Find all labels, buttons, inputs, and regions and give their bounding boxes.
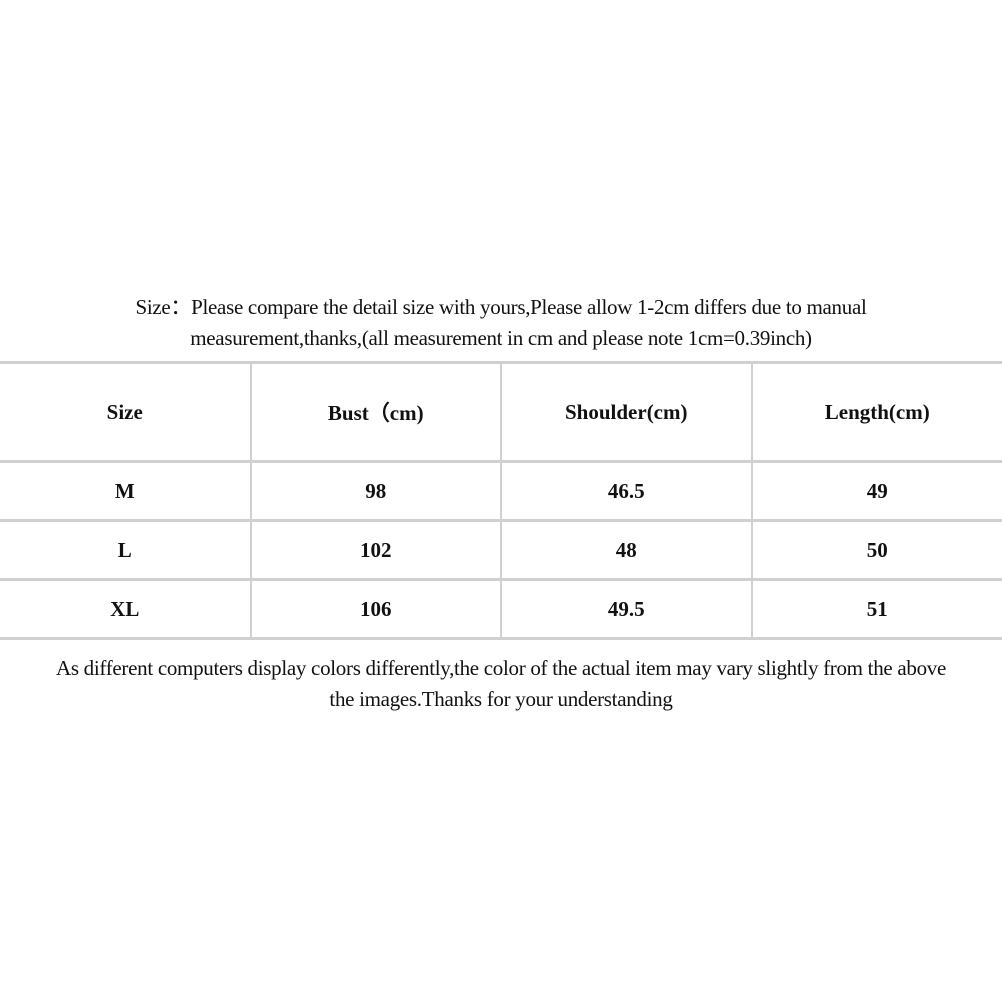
header-length: Length(cm) <box>750 361 1002 463</box>
header-shoulder: Shoulder(cm) <box>500 361 752 463</box>
cell-length: 50 <box>750 519 1002 581</box>
table-row: XL 106 49.5 51 <box>0 578 1002 640</box>
cell-size: M <box>0 460 251 522</box>
cell-shoulder: 48 <box>500 519 752 581</box>
color-disclaimer-line-2: the images.Thanks for your understanding <box>329 687 673 711</box>
cell-shoulder: 49.5 <box>500 578 752 640</box>
color-disclaimer: As different computers display colors di… <box>0 653 1002 715</box>
size-table: Size Bust（cm) Shoulder(cm) Length(cm) M … <box>0 361 1002 640</box>
cell-bust: 102 <box>249 519 501 581</box>
cell-length: 51 <box>750 578 1002 640</box>
cell-size: L <box>0 519 251 581</box>
cell-bust: 98 <box>249 460 501 522</box>
table-row: M 98 46.5 49 <box>0 460 1002 522</box>
size-note-line-1: Size：Please compare the detail size with… <box>135 295 867 319</box>
color-disclaimer-line-1: As different computers display colors di… <box>55 656 947 680</box>
size-note-line-2: measurement,thanks,(all measurement in c… <box>190 326 812 350</box>
header-size: Size <box>0 361 251 463</box>
cell-bust: 106 <box>249 578 501 640</box>
cell-length: 49 <box>750 460 1002 522</box>
cell-shoulder: 46.5 <box>500 460 752 522</box>
header-bust: Bust（cm) <box>249 361 501 463</box>
table-header-row: Size Bust（cm) Shoulder(cm) Length(cm) <box>0 361 1002 463</box>
table-row: L 102 48 50 <box>0 519 1002 581</box>
cell-size: XL <box>0 578 251 640</box>
size-note: Size：Please compare the detail size with… <box>0 292 1002 354</box>
